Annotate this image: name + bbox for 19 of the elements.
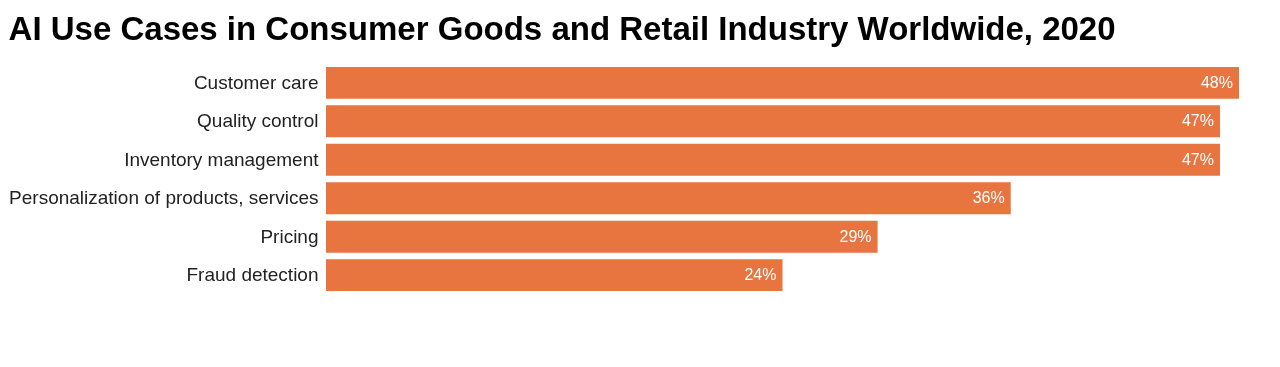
y-tick-label: Fraud detection xyxy=(186,264,319,286)
data-label: 24% xyxy=(744,266,777,284)
data-label: 47% xyxy=(1181,150,1214,168)
bar xyxy=(326,105,1220,138)
y-tick-label: Inventory management xyxy=(124,148,320,170)
y-tick-label: Quality control xyxy=(197,110,319,132)
bar xyxy=(326,259,783,292)
y-tick-label: Customer care xyxy=(193,71,319,93)
bar xyxy=(326,143,1220,176)
bar xyxy=(326,220,878,253)
data-label: 48% xyxy=(1200,73,1233,91)
data-label: 29% xyxy=(839,227,872,245)
bar xyxy=(326,66,1239,99)
bar xyxy=(326,182,1011,215)
data-label: 47% xyxy=(1181,112,1214,130)
data-label: 36% xyxy=(972,189,1005,207)
chart-title: AI Use Cases in Consumer Goods and Retail Industry Worldwide, 2020 xyxy=(8,10,1116,47)
y-tick-label: Personalization of products, services xyxy=(9,187,319,209)
y-tick-label: Pricing xyxy=(260,225,319,247)
